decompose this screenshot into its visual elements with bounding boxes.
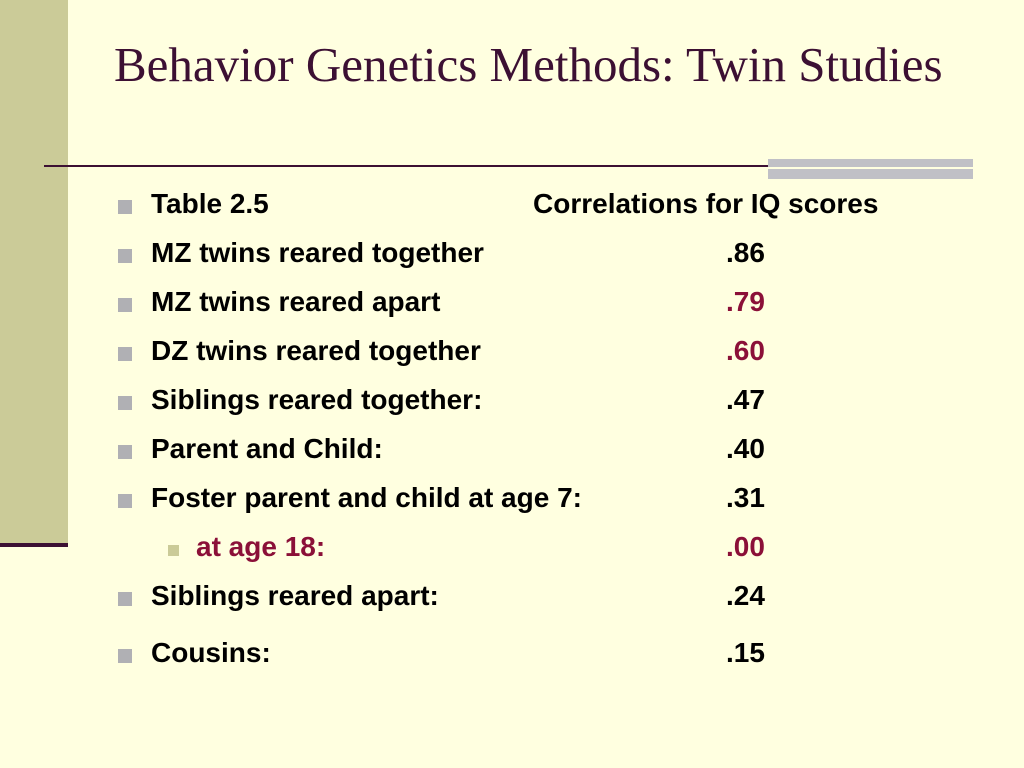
item-value: .40 [726, 433, 765, 464]
square-bullet-icon [118, 298, 132, 312]
divider-accent-bar [768, 159, 973, 179]
table-caption: Correlations for IQ scores [533, 188, 879, 219]
item-label: MZ twins reared apart [151, 286, 441, 317]
table-label: Table 2.5 [151, 188, 269, 219]
square-bullet-icon [118, 592, 132, 606]
sidebar-decoration [0, 0, 68, 543]
square-bullet-icon [118, 200, 132, 214]
item-value: .00 [726, 531, 765, 562]
item-value: .60 [726, 335, 765, 366]
sidebar-accent-line [0, 543, 68, 547]
item-value: .31 [726, 482, 765, 513]
square-bullet-icon [118, 445, 132, 459]
slide-title: Behavior Genetics Methods: Twin Studies [114, 37, 943, 92]
item-value: .47 [726, 384, 765, 415]
item-label: at age 18: [196, 531, 326, 562]
item-label: Siblings reared together: [151, 384, 483, 415]
item-label: Foster parent and child at age 7: [151, 482, 582, 513]
item-value: .15 [726, 637, 765, 668]
item-label: DZ twins reared together [151, 335, 481, 366]
square-bullet-icon [118, 649, 132, 663]
item-label: Cousins: [151, 637, 271, 668]
item-label: Siblings reared apart: [151, 580, 439, 611]
title-divider [44, 165, 972, 167]
item-label: Parent and Child: [151, 433, 383, 464]
item-value: .86 [726, 237, 765, 268]
square-bullet-icon [118, 347, 132, 361]
square-bullet-icon [118, 396, 132, 410]
square-bullet-icon [168, 545, 179, 556]
item-value: .24 [726, 580, 765, 611]
item-label: MZ twins reared together [151, 237, 484, 268]
square-bullet-icon [118, 494, 132, 508]
square-bullet-icon [118, 249, 132, 263]
item-value: .79 [726, 286, 765, 317]
